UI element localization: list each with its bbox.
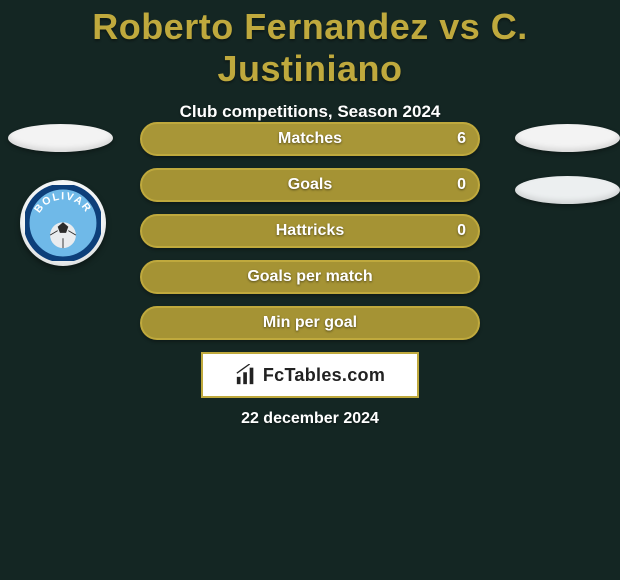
stat-bar-value: 0 xyxy=(457,216,466,246)
bars-chart-icon xyxy=(235,364,257,386)
stat-bars: Matches6Goals0Hattricks0Goals per matchM… xyxy=(140,122,480,352)
stat-bar: Goals0 xyxy=(140,168,480,202)
stat-bar-label: Matches xyxy=(142,124,478,154)
bolivar-crest-icon: BOLIVAR xyxy=(25,185,101,261)
stat-bar: Hattricks0 xyxy=(140,214,480,248)
stat-bar-label: Goals per match xyxy=(142,262,478,292)
brand-logo-text: FcTables.com xyxy=(263,365,385,386)
player-right-placeholder-1 xyxy=(515,124,620,152)
page-title: Roberto Fernandez vs C. Justiniano xyxy=(0,0,620,90)
stat-bar-label: Min per goal xyxy=(142,308,478,338)
player-left-placeholder xyxy=(8,124,113,152)
stat-bar: Goals per match xyxy=(140,260,480,294)
player-right-placeholder-2 xyxy=(515,176,620,204)
stat-bar: Matches6 xyxy=(140,122,480,156)
page-subtitle: Club competitions, Season 2024 xyxy=(0,102,620,122)
stat-bar-label: Goals xyxy=(142,170,478,200)
stat-bar-value: 0 xyxy=(457,170,466,200)
stat-bar: Min per goal xyxy=(140,306,480,340)
stat-bar-value: 6 xyxy=(457,124,466,154)
date-line: 22 december 2024 xyxy=(0,410,620,428)
brand-logo[interactable]: FcTables.com xyxy=(201,352,419,398)
stat-bar-label: Hattricks xyxy=(142,216,478,246)
club-badge: BOLIVAR xyxy=(20,180,106,266)
